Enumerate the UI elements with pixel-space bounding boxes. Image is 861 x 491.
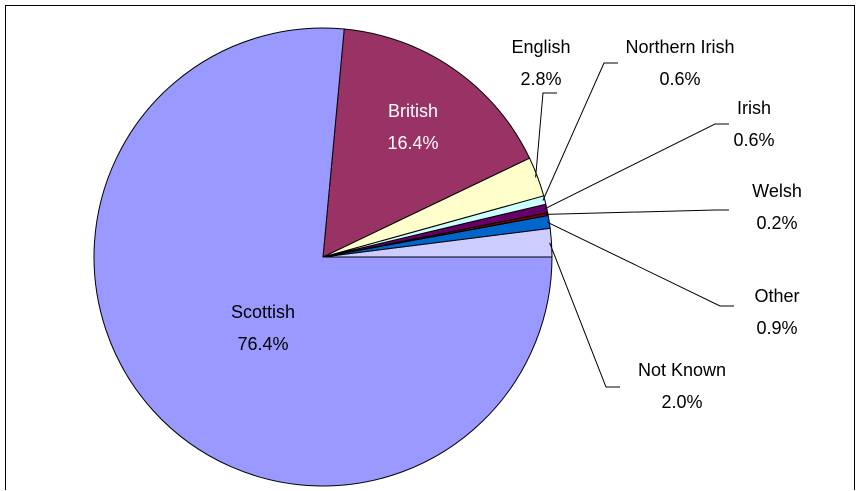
leader-line-not-known [549, 242, 620, 388]
leader-lines [535, 62, 734, 388]
slice-label-value-northern-irish: 0.6% [659, 69, 700, 89]
slice-labels: Not Known 2.0% Other 0.9% Welsh 0.2% Irish 0.6%… [231, 37, 802, 412]
slice-label-name-english: English [511, 37, 570, 57]
slice-label-value-irish: 0.6% [733, 130, 774, 150]
pie-slice-british [322, 28, 531, 258]
pie-slices [93, 27, 553, 487]
slice-label-value-other: 0.9% [756, 318, 797, 338]
leader-line-northern-irish [542, 62, 618, 201]
pie-slice-scottish [93, 27, 553, 487]
slice-label-value-english: 2.8% [520, 69, 561, 89]
slice-label-name-irish: Irish [737, 98, 771, 118]
leader-line-other [547, 221, 734, 307]
leader-line-irish [544, 123, 729, 210]
slice-label-value-british: 16.4% [387, 133, 438, 153]
slice-label-name-british: British [388, 101, 438, 121]
leader-line-welsh [545, 209, 729, 215]
slice-label-value-welsh: 0.2% [756, 213, 797, 233]
slice-label-value-not-known: 2.0% [661, 392, 702, 412]
slice-label-name-scottish: Scottish [231, 302, 295, 322]
slice-label-name-not-known: Not Known [638, 360, 726, 380]
slice-label-name-other: Other [754, 286, 799, 306]
slice-label-name-welsh: Welsh [752, 181, 802, 201]
slice-label-value-scottish: 76.4% [237, 334, 288, 354]
slice-label-name-northern-irish: Northern Irish [625, 37, 734, 57]
leader-line-english [535, 92, 557, 178]
